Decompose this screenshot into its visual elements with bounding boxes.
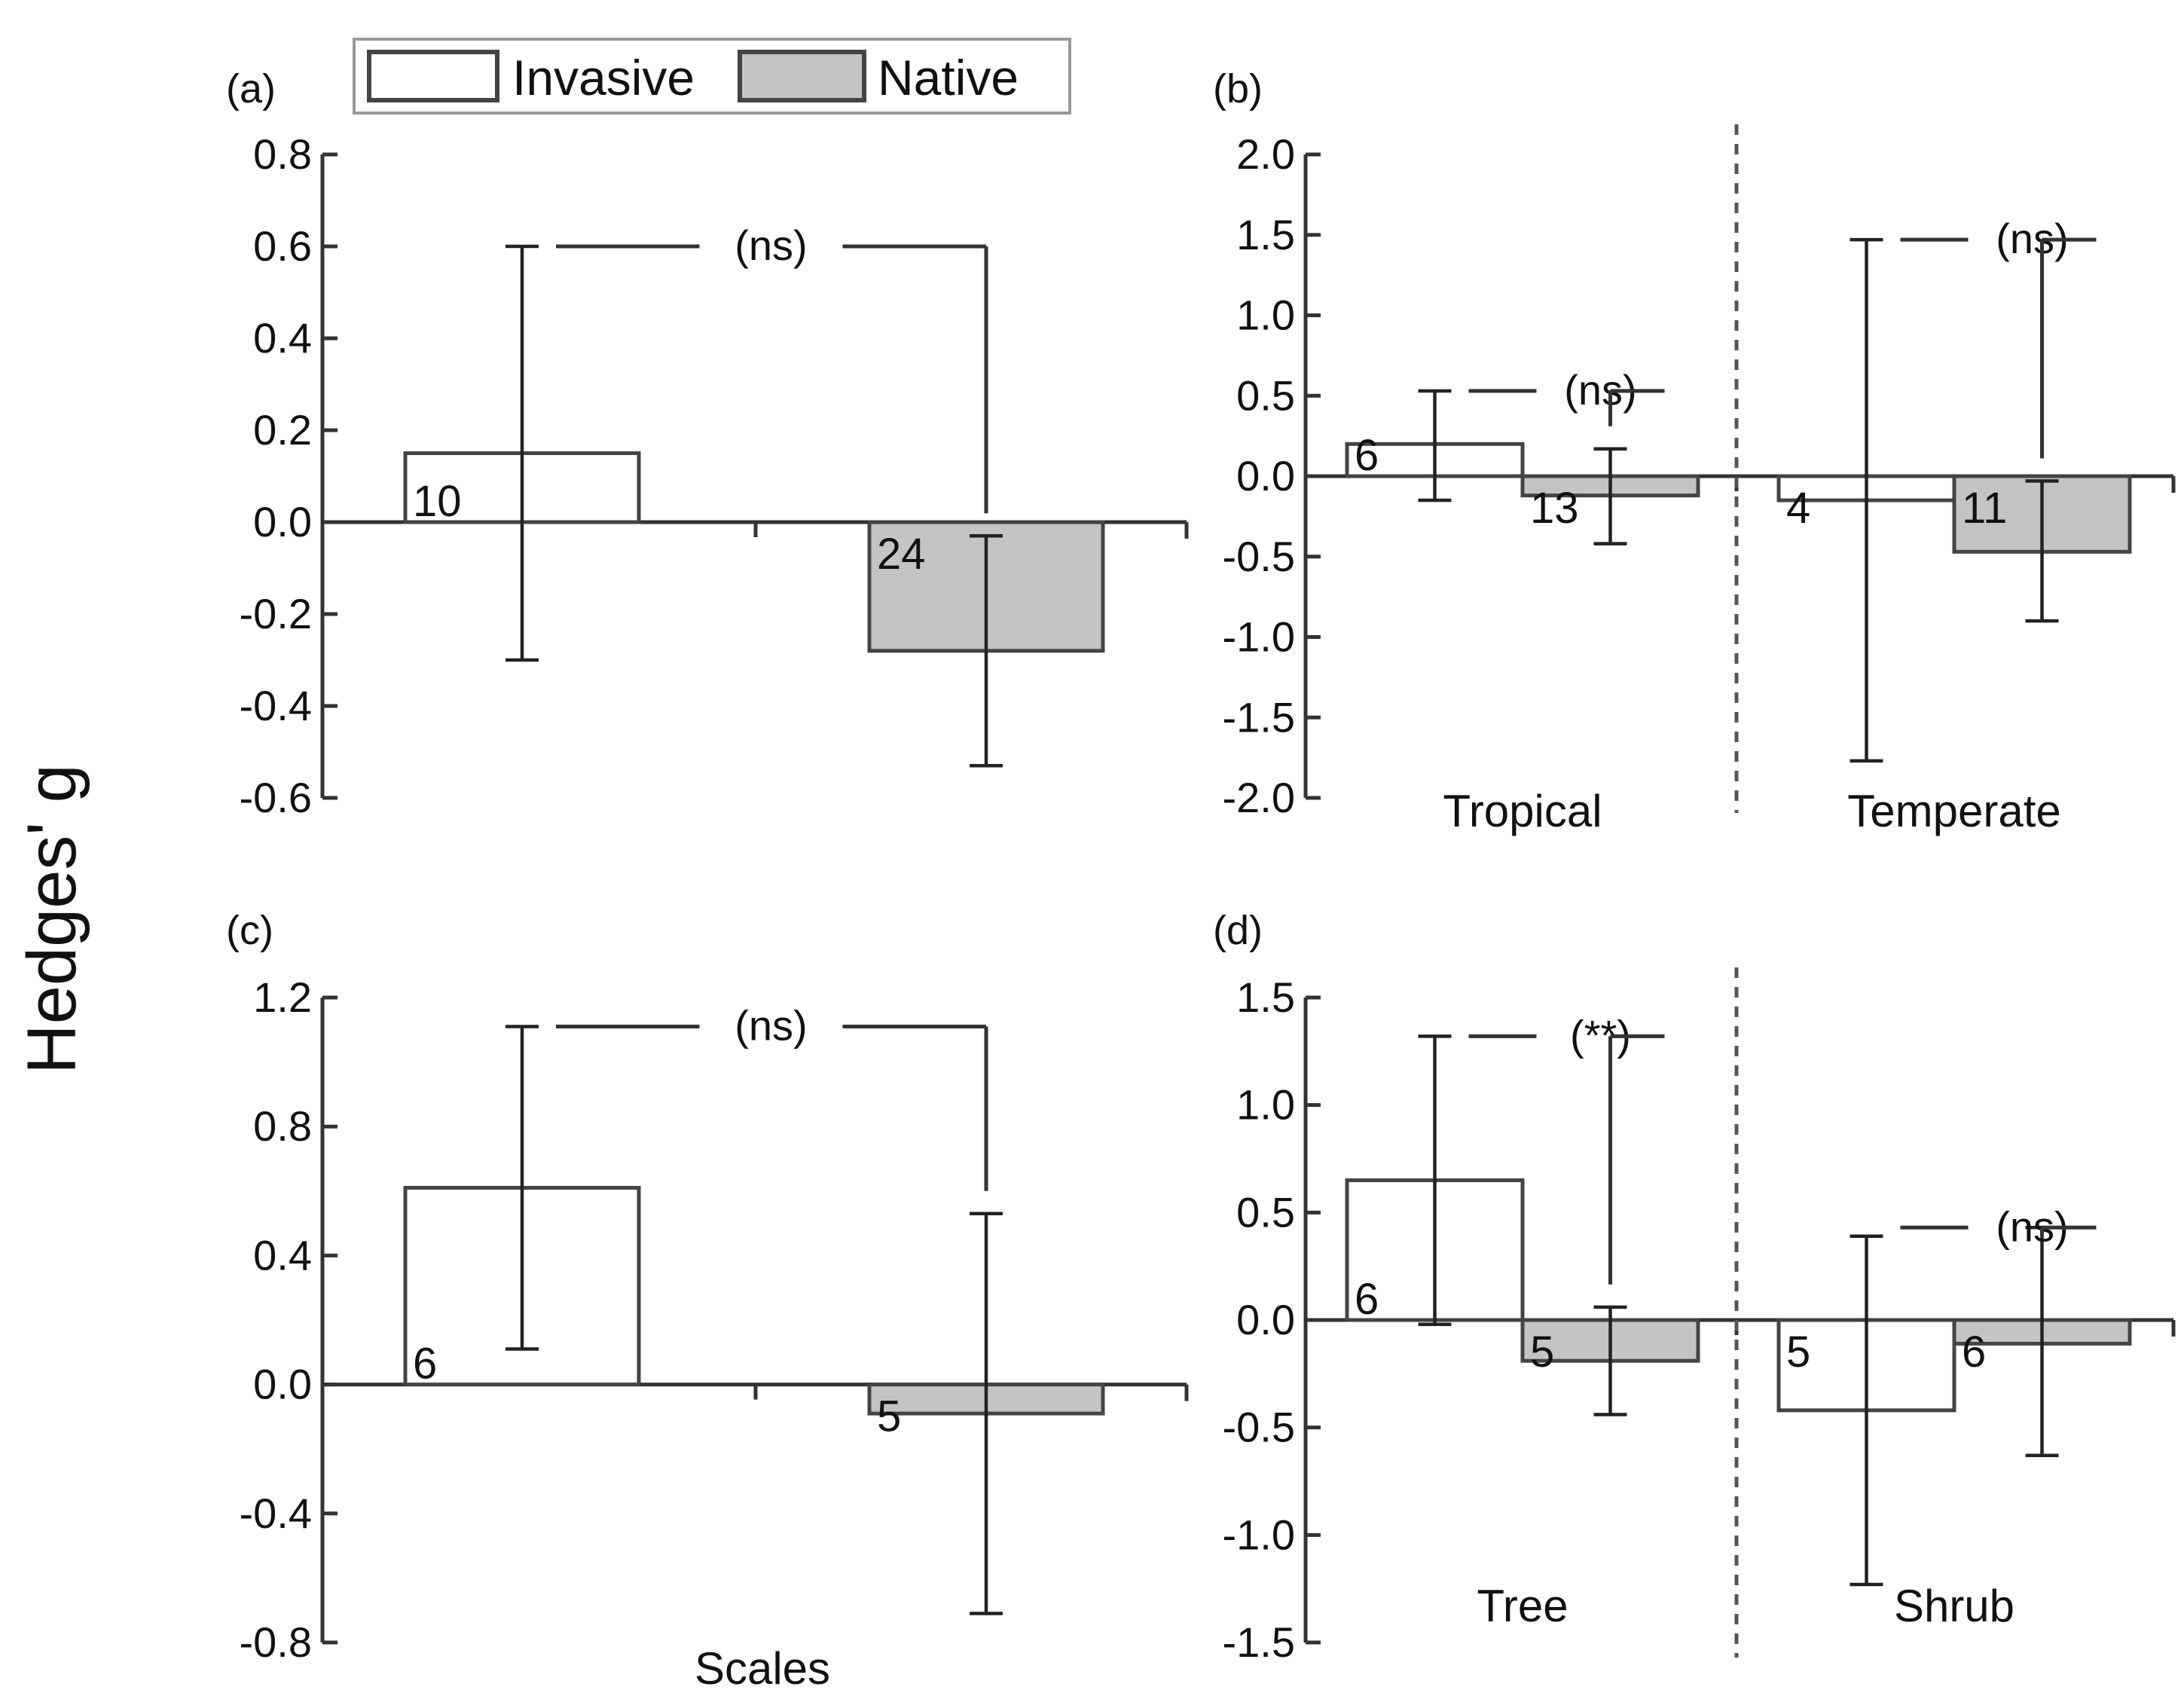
y-tick-label: 0.5 xyxy=(1236,1188,1295,1236)
y-tick-label: 1.2 xyxy=(253,973,312,1021)
legend-label-invasive: Invasive xyxy=(512,50,695,105)
sample-size-label: 10 xyxy=(413,477,462,526)
y-tick-label: -0.6 xyxy=(240,774,313,821)
y-tick-label: 0.8 xyxy=(253,130,312,178)
category-label: Shrub xyxy=(1894,1581,2014,1631)
y-tick-label: 1.0 xyxy=(1236,1081,1295,1129)
sample-size-label: 6 xyxy=(1355,431,1379,480)
y-axis-title: Hedges' g xyxy=(14,764,90,1074)
y-tick-label: 0.0 xyxy=(1236,452,1295,500)
panel-b: (b) 2.0 1.5 1.0 0.5 0.0 -0.5 -1.0 -1.5 -2.0 6 13 Tro… xyxy=(1213,66,2176,836)
y-tick-label: 0.2 xyxy=(253,406,312,454)
x-axis-label: Scales xyxy=(695,1643,830,1694)
y-tick-label: -0.4 xyxy=(240,1490,313,1537)
category-label: Tropical xyxy=(1443,786,1602,836)
panel-c: (c) 1.2 0.8 0.4 0.0 -0.4 -0.8 6 5 (ns) Scales xyxy=(226,908,1189,1694)
y-tick-label: 1.0 xyxy=(1236,292,1295,339)
y-tick-label: 0.0 xyxy=(253,1361,312,1408)
panel-label: (b) xyxy=(1213,66,1263,112)
sample-size-label: 13 xyxy=(1530,484,1579,533)
y-tick-label: 1.5 xyxy=(1236,211,1295,258)
y-tick-label: 0.0 xyxy=(1236,1296,1295,1343)
y-tick-label: -1.0 xyxy=(1223,1511,1296,1558)
y-tick-label: 0.4 xyxy=(253,1231,312,1279)
y-tick-label: -1.5 xyxy=(1223,693,1296,741)
significance-label: (ns) xyxy=(735,1002,807,1050)
sample-size-label: 6 xyxy=(1355,1275,1379,1324)
y-tick-label: 0.6 xyxy=(253,222,312,270)
legend-swatch-native xyxy=(738,50,866,102)
panel-label: (d) xyxy=(1213,908,1263,953)
y-tick-label: 1.5 xyxy=(1236,973,1295,1021)
sample-size-label: 11 xyxy=(1962,484,2007,533)
sample-size-label: 5 xyxy=(1530,1328,1554,1377)
sample-size-label: 5 xyxy=(1786,1328,1810,1377)
y-tick-label: 0.4 xyxy=(253,314,312,362)
legend-swatch-invasive xyxy=(367,50,499,102)
sample-size-label: 4 xyxy=(1786,484,1810,533)
legend: Invasive Native xyxy=(353,38,1071,115)
y-tick-label: -2.0 xyxy=(1223,774,1296,821)
y-tick-label: -0.5 xyxy=(1223,533,1296,580)
y-tick-label: -0.5 xyxy=(1223,1404,1296,1451)
sample-size-label: 6 xyxy=(413,1340,437,1389)
y-tick-label: -0.4 xyxy=(240,682,313,729)
y-tick-label: -1.0 xyxy=(1223,613,1296,661)
y-tick-label: 0.0 xyxy=(253,498,312,545)
significance-label: (ns) xyxy=(735,222,807,269)
sample-size-label: 24 xyxy=(877,530,926,579)
panel-a: (a) 0.8 0.6 0.4 0.2 0.0 -0.2 -0.4 -0.6 10 24 (ns) xyxy=(226,66,1189,821)
y-tick-label: -0.2 xyxy=(240,590,313,637)
sample-size-label: 6 xyxy=(1962,1328,1986,1377)
legend-label-native: Native xyxy=(878,50,1019,105)
category-label: Tree xyxy=(1477,1581,1568,1631)
sample-size-label: 5 xyxy=(877,1392,901,1441)
y-tick-label: 2.0 xyxy=(1236,130,1295,178)
y-tick-label: 0.5 xyxy=(1236,371,1295,419)
category-label: Temperate xyxy=(1847,786,2060,836)
panel-label: (a) xyxy=(226,66,276,112)
y-tick-label: 0.8 xyxy=(253,1102,312,1150)
panel-label: (c) xyxy=(226,908,273,953)
y-tick-label: -0.8 xyxy=(240,1618,313,1666)
y-tick-label: -1.5 xyxy=(1223,1618,1296,1666)
